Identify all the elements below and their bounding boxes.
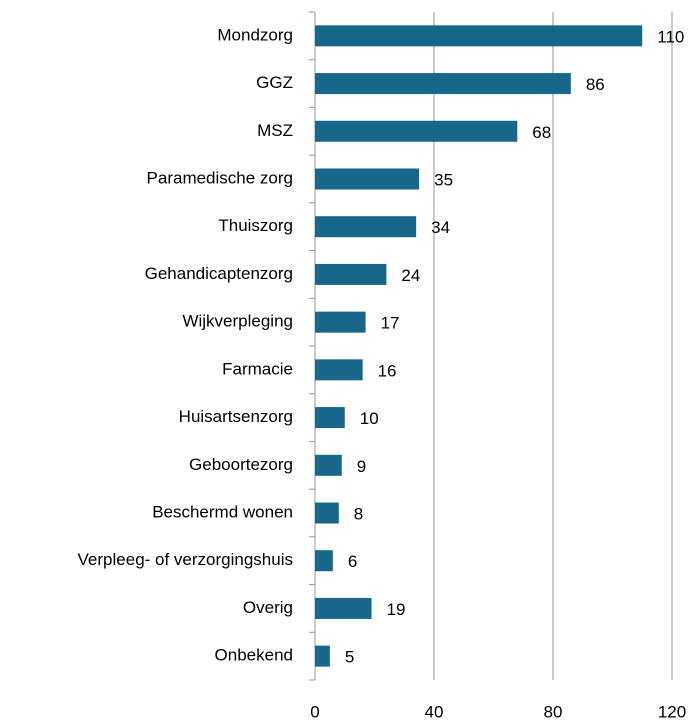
bar xyxy=(315,73,571,95)
bar xyxy=(315,550,333,572)
value-label: 9 xyxy=(357,457,366,476)
bar xyxy=(315,25,643,47)
value-label: 19 xyxy=(387,600,406,619)
bar xyxy=(315,597,372,619)
bar xyxy=(315,407,345,429)
bar xyxy=(315,311,366,333)
bar xyxy=(315,645,330,667)
value-label: 110 xyxy=(657,27,684,46)
y-tick-label: Verpleeg- of verzorgingshuis xyxy=(78,550,293,569)
x-tick-label: 80 xyxy=(544,702,563,721)
bar xyxy=(315,168,420,190)
value-label: 86 xyxy=(586,75,605,94)
value-label: 24 xyxy=(401,266,420,285)
value-label: 17 xyxy=(381,314,400,333)
y-tick-label: Mondzorg xyxy=(217,25,293,44)
y-tick-label: Beschermd wonen xyxy=(152,502,293,521)
y-tick-label: Gehandicaptenzorg xyxy=(145,264,293,283)
x-tick-label: 0 xyxy=(310,702,319,721)
value-label: 35 xyxy=(434,170,453,189)
y-tick-label: Paramedische zorg xyxy=(147,168,293,187)
value-label: 5 xyxy=(345,648,354,667)
bar xyxy=(315,120,518,142)
bar xyxy=(315,216,417,238)
x-tick-label: 120 xyxy=(658,702,686,721)
value-label: 34 xyxy=(431,218,450,237)
bar xyxy=(315,502,339,524)
y-tick-label: Farmacie xyxy=(222,359,293,378)
value-label: 10 xyxy=(360,409,379,428)
y-tick-label: Onbekend xyxy=(215,646,293,665)
value-label: 16 xyxy=(378,361,397,380)
y-tick-label: GGZ xyxy=(256,73,293,92)
x-tick-label: 40 xyxy=(425,702,444,721)
bar xyxy=(315,359,363,381)
y-tick-label: Thuiszorg xyxy=(218,216,293,235)
value-label: 68 xyxy=(532,123,551,142)
bar xyxy=(315,263,387,285)
value-label: 6 xyxy=(348,552,357,571)
y-tick-label: Overig xyxy=(243,598,293,617)
y-tick-label: Wijkverpleging xyxy=(182,312,293,331)
y-tick-label: Huisartsenzorg xyxy=(179,407,293,426)
y-tick-label: MSZ xyxy=(257,121,293,140)
value-label: 8 xyxy=(354,504,363,523)
bar xyxy=(315,454,342,476)
y-tick-label: Geboortezorg xyxy=(189,455,293,474)
